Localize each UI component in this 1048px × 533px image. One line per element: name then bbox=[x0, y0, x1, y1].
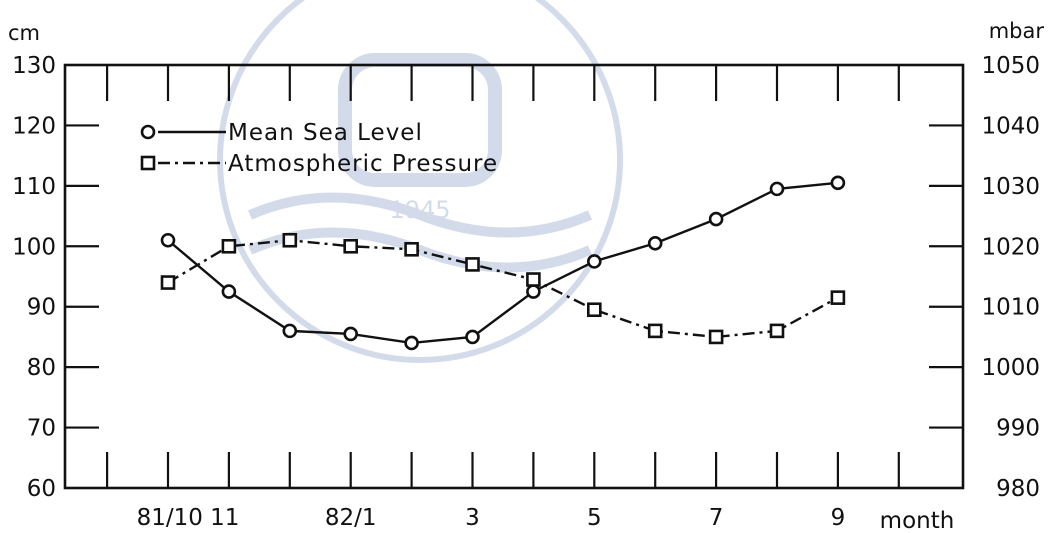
sea-level-point bbox=[769, 181, 785, 197]
right-y-tick-label: 1020 bbox=[981, 234, 1040, 260]
left-y-tick-label: 130 bbox=[12, 53, 56, 79]
left-y-tick-label: 60 bbox=[27, 476, 56, 502]
left-y-tick-label: 110 bbox=[12, 174, 56, 200]
right-y-tick-label: 1000 bbox=[981, 355, 1040, 381]
pressure-point bbox=[282, 232, 298, 248]
plot-frame bbox=[63, 63, 965, 490]
sea-level-point bbox=[647, 235, 663, 251]
pressure-point bbox=[708, 329, 724, 345]
right-y-tick-label: 1010 bbox=[981, 295, 1040, 321]
left-axis: 60 70 80 90 100 110 120 130 cm bbox=[8, 21, 99, 502]
x-tick-label: 9 bbox=[831, 505, 846, 531]
series-layer bbox=[160, 175, 846, 351]
pressure-point bbox=[647, 323, 663, 339]
series-line-mean-sea-level bbox=[167, 181, 839, 345]
sea-level-point bbox=[526, 284, 541, 299]
pressure-point bbox=[586, 302, 602, 318]
left-y-tick-label: 80 bbox=[27, 355, 56, 381]
sea-level-point bbox=[708, 211, 724, 227]
sea-level-point bbox=[343, 326, 359, 342]
legend: Mean Sea Level Atmospheric Pressure bbox=[140, 120, 498, 177]
pressure-point bbox=[465, 257, 480, 272]
left-y-tick-label: 90 bbox=[27, 295, 56, 321]
sea-level-point bbox=[586, 254, 602, 269]
left-axis-unit: cm bbox=[8, 21, 40, 45]
plot-border bbox=[63, 63, 965, 490]
right-axis-unit: mbar bbox=[989, 19, 1045, 43]
legend-label: Mean Sea Level bbox=[228, 120, 423, 146]
pressure-point bbox=[343, 238, 359, 254]
sea-level-point bbox=[830, 175, 846, 191]
left-y-tick-label: 70 bbox=[27, 416, 56, 442]
right-y-tick-label: 1030 bbox=[981, 174, 1040, 200]
sea-level-point bbox=[160, 232, 176, 248]
sea-level-point bbox=[404, 335, 419, 351]
right-y-tick-label: 1050 bbox=[981, 53, 1040, 79]
left-y-tick-label: 100 bbox=[12, 234, 56, 260]
pressure-point bbox=[526, 272, 541, 287]
university-seal-watermark: 1945 bbox=[217, 0, 623, 363]
right-y-tick-label: 980 bbox=[996, 476, 1040, 502]
right-y-tick-label: 990 bbox=[996, 416, 1040, 442]
pressure-point bbox=[769, 323, 785, 339]
legend-label: Atmospheric Pressure bbox=[228, 151, 498, 177]
pressure-point bbox=[830, 290, 846, 305]
sea-level-point bbox=[282, 323, 298, 339]
left-y-tick-label: 120 bbox=[12, 113, 56, 139]
x-tick-label: 3 bbox=[465, 505, 480, 531]
right-axis: 980 990 1000 1010 1020 1030 1040 1050 mbar bbox=[929, 19, 1044, 502]
right-y-tick-label: 1040 bbox=[981, 113, 1040, 139]
legend-circle-marker bbox=[140, 124, 156, 140]
x-axis-label: month bbox=[880, 508, 955, 533]
x-tick-label: 7 bbox=[709, 505, 724, 531]
legend-square-marker bbox=[140, 155, 156, 171]
x-tick-label: 82/1 bbox=[325, 505, 377, 531]
pressure-point bbox=[160, 275, 176, 290]
x-axis: 81/10 11 82/1 3 5 7 9 month bbox=[105, 65, 955, 533]
sea-level-point bbox=[221, 284, 237, 299]
pressure-point bbox=[221, 238, 237, 254]
x-tick-label: 81/10 11 bbox=[137, 505, 240, 531]
sea-level-point bbox=[465, 329, 480, 345]
watermark-year: 1945 bbox=[389, 196, 450, 224]
series-line-atmospheric-pressure bbox=[167, 239, 839, 339]
pressure-point bbox=[404, 242, 419, 257]
x-tick-label: 5 bbox=[587, 505, 602, 531]
